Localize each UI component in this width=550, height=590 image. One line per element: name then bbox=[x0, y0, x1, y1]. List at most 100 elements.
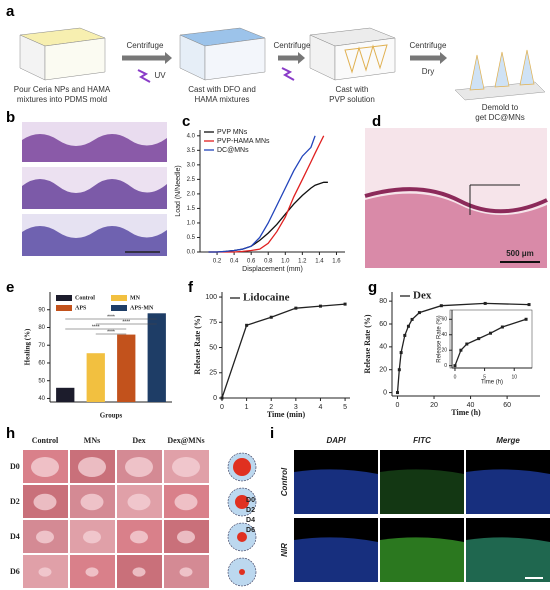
x-axis-label: Displacement (mm) bbox=[242, 266, 303, 273]
y-tick-label: 2.5 bbox=[187, 177, 196, 183]
wound bbox=[83, 530, 101, 544]
wound-area bbox=[233, 458, 251, 476]
legend-label: PVP-HAMA MNs bbox=[217, 138, 270, 145]
panel-label: h bbox=[6, 425, 15, 442]
y-tick-label: 40 bbox=[379, 344, 387, 351]
x-tick-label: 0 bbox=[396, 402, 400, 409]
row-label: NIR bbox=[280, 543, 289, 557]
x-axis-label: Time (h) bbox=[451, 408, 481, 417]
panel-label: a bbox=[6, 3, 15, 20]
wound bbox=[36, 530, 54, 544]
y-tick-label: 50 bbox=[209, 344, 217, 351]
wound-area bbox=[235, 495, 249, 509]
y-tick-label: 0.5 bbox=[187, 235, 196, 241]
x-tick-label: 1.6 bbox=[332, 259, 341, 265]
point bbox=[417, 311, 421, 315]
y-tick-label: 4.0 bbox=[187, 133, 196, 139]
y-axis-label: Release Rate (%) bbox=[193, 315, 202, 374]
row-label: D6 bbox=[10, 567, 20, 576]
y-tick-label: 0 bbox=[213, 395, 217, 402]
point bbox=[500, 325, 504, 329]
panel-label: i bbox=[270, 425, 274, 442]
tissue bbox=[466, 537, 550, 582]
histology-image bbox=[22, 122, 167, 256]
point bbox=[439, 304, 443, 308]
schematic bbox=[19, 27, 546, 101]
point bbox=[406, 324, 410, 328]
point bbox=[399, 351, 403, 355]
row-label: Control bbox=[280, 467, 289, 496]
y-tick-label: 0 bbox=[444, 363, 447, 369]
point bbox=[489, 331, 493, 335]
point bbox=[294, 306, 298, 310]
wound bbox=[174, 493, 198, 511]
y-tick-label: 80 bbox=[38, 325, 45, 331]
column-label: Dex bbox=[132, 436, 145, 445]
y-tick-label: 90 bbox=[38, 307, 45, 313]
arrow-text: Centrifuge bbox=[127, 41, 164, 50]
legend-swatch bbox=[111, 305, 127, 311]
point bbox=[459, 348, 463, 352]
panel-label: f bbox=[188, 279, 194, 296]
legend-label: DC@MNs bbox=[217, 147, 249, 154]
tissue bbox=[380, 537, 464, 582]
panel-label: c bbox=[182, 113, 190, 130]
y-tick-label: 80 bbox=[379, 298, 387, 305]
y-tick-label: 25 bbox=[209, 370, 217, 377]
legend-label: D6 bbox=[246, 527, 255, 534]
y-tick-label: 0 bbox=[383, 389, 387, 396]
step-text: mixtures into PDMS mold bbox=[17, 95, 107, 104]
x-axis-label: Groups bbox=[100, 412, 123, 420]
y-tick-label: 40 bbox=[38, 396, 45, 402]
legend-label: Dex bbox=[413, 290, 432, 302]
wound-photos: Control MNs Dex Dex@MNs D0 D2 D4 D6 D0 D2 D4 D6 bbox=[10, 436, 257, 588]
bar bbox=[86, 353, 105, 402]
point bbox=[477, 337, 481, 341]
legend-label: PVP MNs bbox=[217, 129, 248, 136]
x-tick-label: 0.8 bbox=[264, 259, 273, 265]
legend-label: MN bbox=[130, 295, 141, 301]
legend-label: Lidocaine bbox=[243, 292, 290, 304]
wound bbox=[85, 567, 99, 577]
significance-label: **** bbox=[107, 329, 115, 335]
arrow-text: UV bbox=[154, 71, 166, 80]
y-axis-label: Release Rate (%) bbox=[437, 315, 443, 362]
wound bbox=[33, 493, 57, 511]
wound bbox=[172, 457, 200, 477]
wound bbox=[125, 457, 153, 477]
line bbox=[208, 135, 316, 253]
significance-label: **** bbox=[92, 324, 100, 330]
x-tick-label: 40 bbox=[467, 402, 475, 409]
y-tick-label: 75 bbox=[209, 319, 217, 326]
x-tick-label: 4 bbox=[319, 404, 323, 411]
legend-label: APS bbox=[75, 305, 87, 311]
x-tick-label: 0.4 bbox=[230, 259, 239, 265]
wound bbox=[78, 457, 106, 477]
x-axis-label: Time (h) bbox=[481, 380, 503, 386]
legend-label: Control bbox=[75, 295, 95, 301]
wound bbox=[31, 457, 59, 477]
wound bbox=[80, 493, 104, 511]
legend-swatch bbox=[56, 295, 72, 301]
panel-label: b bbox=[6, 109, 15, 126]
x-axis-label: Time (min) bbox=[267, 410, 306, 419]
wound bbox=[38, 567, 52, 577]
step-text: get DC@MNs bbox=[475, 113, 524, 122]
bar bbox=[147, 313, 166, 402]
tissue bbox=[294, 537, 378, 582]
y-tick-label: 3.5 bbox=[187, 148, 196, 154]
y-axis-label: Release Rate (%) bbox=[363, 314, 372, 373]
x-tick-label: 0 bbox=[454, 374, 457, 380]
column-label: DAPI bbox=[326, 436, 346, 445]
bar bbox=[117, 334, 136, 402]
significance-label: **** bbox=[122, 319, 130, 325]
point bbox=[343, 302, 347, 306]
wound bbox=[179, 567, 193, 577]
y-tick-label: 20 bbox=[441, 348, 447, 354]
row-label: D2 bbox=[10, 497, 20, 506]
point bbox=[410, 317, 414, 321]
y-tick-label: 70 bbox=[38, 343, 45, 349]
y-tick-label: 60 bbox=[38, 361, 45, 367]
point bbox=[220, 396, 224, 400]
step-text: HAMA mixtures bbox=[194, 95, 249, 104]
